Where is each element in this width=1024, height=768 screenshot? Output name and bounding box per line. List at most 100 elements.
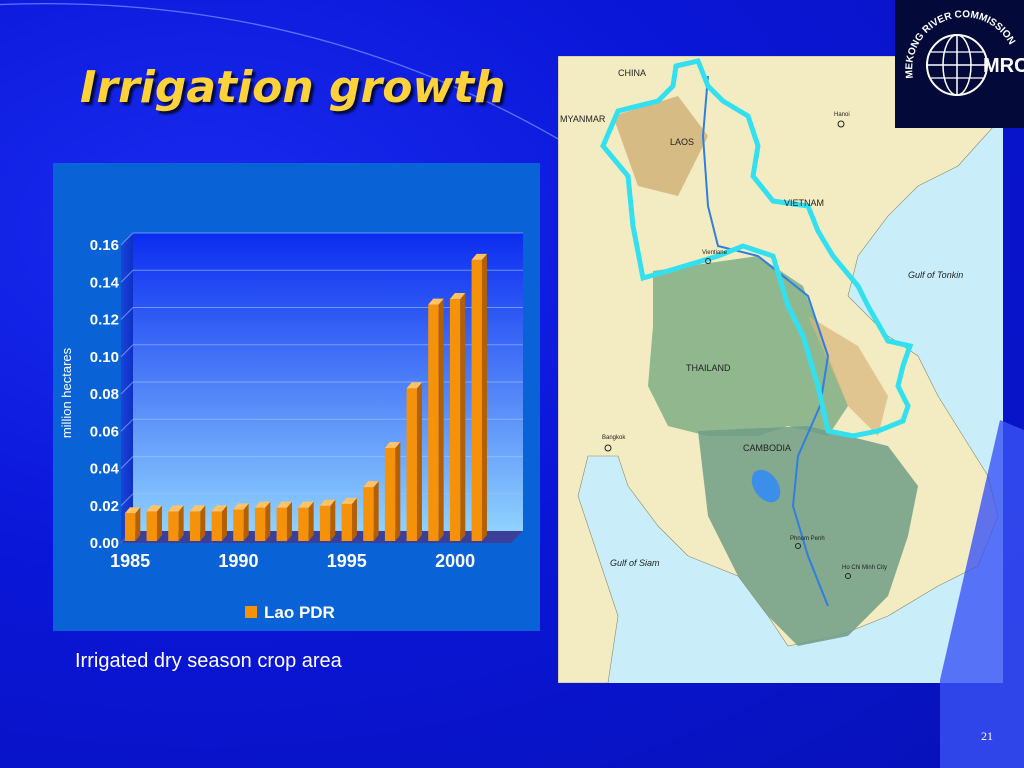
label-phnom-penh: Phnom Penh — [790, 536, 825, 542]
bar-top — [341, 497, 357, 504]
bar — [189, 505, 206, 541]
page-number: 21 — [981, 729, 993, 743]
y-tick-label: 0.12 — [90, 312, 119, 329]
bar-side — [286, 501, 292, 541]
x-tick-label: 2000 — [435, 551, 475, 571]
bar-top — [124, 507, 141, 514]
city-marker-hanoi — [837, 120, 845, 128]
bar-side — [481, 253, 487, 541]
bar-front — [189, 511, 201, 541]
label-china: CHINA — [618, 68, 646, 78]
bar-side — [135, 507, 141, 541]
bar-front — [428, 304, 439, 541]
bar — [319, 499, 336, 541]
northern-highlands — [613, 96, 708, 196]
y-axis-ticks: 0.00 0.02 0.04 0.06 0.08 0.10 0.12 0.14 0.16 — [90, 237, 120, 552]
bar-front — [146, 511, 157, 541]
slide-title: Irrigation growth — [80, 62, 506, 113]
y-tick-label: 0.02 — [90, 498, 119, 515]
y-tick-label: 0.06 — [90, 423, 119, 440]
bar-front — [471, 259, 482, 541]
bar-top — [254, 501, 271, 508]
label-gulf-of-siam: Gulf of Siam — [610, 558, 660, 568]
bar — [254, 501, 271, 541]
city-marker-bangkok — [604, 444, 612, 452]
bar-top — [471, 253, 487, 260]
bar — [428, 298, 444, 541]
x-axis-ticks: 1985 1990 1995 2000 — [110, 551, 475, 571]
mekong-river — [701, 75, 830, 607]
gridline-side — [120, 418, 134, 432]
bar — [363, 481, 379, 541]
x-tick-label: 1985 — [110, 551, 150, 571]
bar — [124, 507, 141, 541]
bars — [124, 253, 487, 541]
bar-top — [363, 481, 379, 488]
bar-front — [276, 507, 287, 541]
bar-side — [373, 481, 379, 541]
y-tick-label: 0.08 — [90, 386, 119, 403]
bar-side — [395, 442, 401, 541]
label-hcmc: Ho Chi Minh City — [842, 565, 887, 571]
bar-front — [363, 487, 374, 541]
gridline-side — [120, 456, 134, 469]
label-myanmar: MYANMAR — [560, 114, 606, 124]
bar-front — [124, 513, 136, 541]
label-vientiane: Vientiane — [702, 250, 728, 256]
bar — [168, 505, 184, 541]
bar-top — [384, 442, 401, 449]
bar — [471, 253, 487, 541]
bar — [384, 442, 401, 541]
y-tick-label: 0.00 — [90, 535, 119, 552]
bar — [449, 293, 466, 541]
bar-side — [330, 499, 336, 541]
globe-icon: MEKONG RIVER COMMISSION MRC — [904, 9, 1024, 96]
bar-side — [308, 501, 314, 541]
bar-top — [449, 293, 466, 300]
label-bangkok: Bangkok — [602, 435, 626, 441]
bar-side — [416, 382, 422, 541]
gridline-side — [120, 232, 134, 246]
bar-top — [189, 505, 206, 512]
gridline-side — [120, 381, 134, 395]
gridline-side — [120, 344, 134, 358]
bar-front — [384, 448, 396, 541]
bar-side — [438, 298, 444, 541]
bar-top — [233, 503, 249, 510]
label-thailand: THAILAND — [686, 363, 731, 373]
bar-side — [265, 501, 271, 541]
bar — [211, 505, 227, 541]
bar-front — [233, 509, 244, 541]
bar — [341, 497, 357, 541]
bar-front — [449, 299, 461, 541]
gridline-side — [120, 269, 134, 283]
y-tick-label: 0.10 — [90, 349, 119, 366]
bar-top — [168, 505, 184, 512]
bar-side — [200, 505, 206, 541]
thailand-lowlands — [648, 256, 848, 436]
bar-top — [146, 505, 162, 512]
gridline-side — [120, 493, 134, 507]
bar-top — [319, 499, 336, 506]
bar — [233, 503, 249, 541]
mekong-basin-map: CHINA MYANMAR LAOS VIETNAM THAILAND CAMB… — [558, 56, 1003, 683]
bar-side — [221, 505, 227, 541]
bar-front — [298, 507, 309, 541]
bar-side — [156, 505, 162, 541]
x-tick-label: 1990 — [218, 551, 258, 571]
map-image: CHINA MYANMAR LAOS VIETNAM THAILAND CAMB… — [558, 56, 1003, 683]
label-hanoi: Hanoi — [834, 112, 850, 118]
chart-caption: Irrigated dry season crop area — [75, 650, 342, 672]
laos-basin-outline — [600, 58, 914, 439]
bar-side — [460, 293, 466, 541]
bar-front — [406, 388, 417, 541]
y-tick-label: 0.04 — [90, 461, 120, 478]
mrc-logo: MEKONG RIVER COMMISSION MRC — [895, 0, 1024, 128]
bar-top — [298, 501, 314, 508]
bar-front — [319, 505, 331, 541]
bar-front — [168, 511, 179, 541]
tonle-sap-lake — [751, 469, 781, 503]
legend-swatch — [245, 606, 257, 618]
y-tick-label: 0.16 — [90, 237, 119, 254]
